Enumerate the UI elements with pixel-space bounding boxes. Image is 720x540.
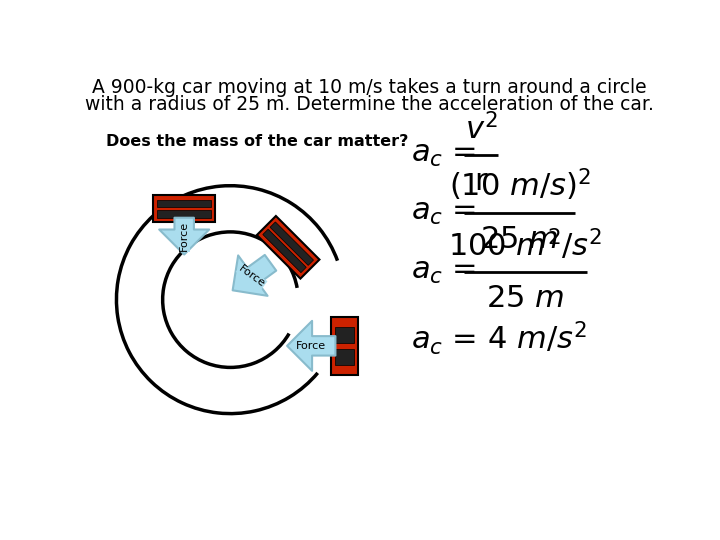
Text: $25$ $m$: $25$ $m$ — [486, 284, 564, 313]
Text: r: r — [474, 167, 487, 196]
Text: with a radius of 25 m. Determine the acceleration of the car.: with a radius of 25 m. Determine the acc… — [84, 96, 654, 114]
Polygon shape — [257, 216, 320, 279]
Polygon shape — [335, 349, 354, 365]
Text: $v^2$: $v^2$ — [464, 113, 498, 146]
Text: $a_c$ = $4$ $m/s^2$: $a_c$ = $4$ $m/s^2$ — [411, 319, 588, 357]
Polygon shape — [157, 210, 211, 218]
Text: $a_c$ =: $a_c$ = — [411, 140, 480, 170]
Text: $a_c$ =: $a_c$ = — [411, 258, 480, 286]
Text: $100$ $m^2/s^2$: $100$ $m^2/s^2$ — [448, 227, 603, 262]
Polygon shape — [157, 200, 211, 207]
Polygon shape — [270, 222, 313, 265]
Text: $25$ $m$: $25$ $m$ — [480, 225, 559, 254]
Text: Force: Force — [236, 264, 266, 289]
Polygon shape — [263, 229, 306, 273]
Text: A 900-kg car moving at 10 m/s takes a turn around a circle: A 900-kg car moving at 10 m/s takes a tu… — [91, 78, 647, 97]
Text: Force: Force — [296, 341, 326, 351]
Polygon shape — [335, 327, 354, 343]
Polygon shape — [153, 195, 215, 222]
Text: $a_c$ =: $a_c$ = — [411, 198, 480, 227]
Text: $(10$ $m/s)^2$: $(10$ $m/s)^2$ — [449, 167, 590, 204]
Text: Does the mass of the car matter?: Does the mass of the car matter? — [106, 134, 408, 149]
Polygon shape — [331, 317, 358, 375]
Text: Force: Force — [179, 221, 189, 251]
